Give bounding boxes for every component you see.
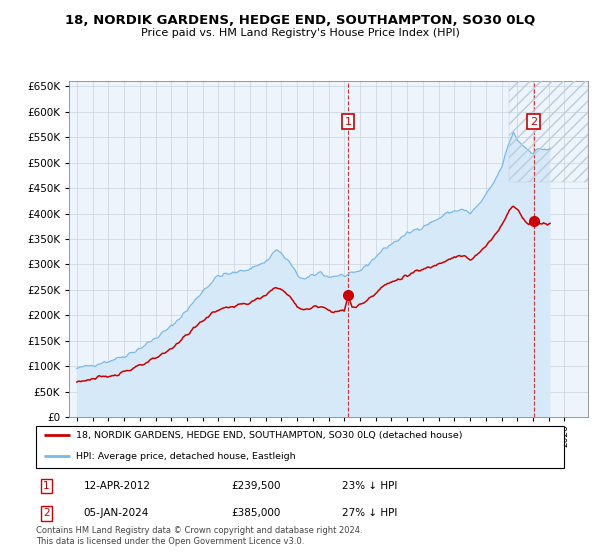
Text: HPI: Average price, detached house, Eastleigh: HPI: Average price, detached house, East… xyxy=(76,452,295,461)
Text: 05-JAN-2024: 05-JAN-2024 xyxy=(83,508,149,518)
Text: 18, NORDIK GARDENS, HEDGE END, SOUTHAMPTON, SO30 0LQ: 18, NORDIK GARDENS, HEDGE END, SOUTHAMPT… xyxy=(65,14,535,27)
Text: 18, NORDIK GARDENS, HEDGE END, SOUTHAMPTON, SO30 0LQ (detached house): 18, NORDIK GARDENS, HEDGE END, SOUTHAMPT… xyxy=(76,431,462,440)
Text: Contains HM Land Registry data © Crown copyright and database right 2024.
This d: Contains HM Land Registry data © Crown c… xyxy=(36,526,362,546)
Text: £239,500: £239,500 xyxy=(232,481,281,491)
Text: 27% ↓ HPI: 27% ↓ HPI xyxy=(342,508,398,518)
Text: 1: 1 xyxy=(43,481,50,491)
Text: 2: 2 xyxy=(530,116,538,127)
Text: 2: 2 xyxy=(43,508,50,518)
FancyBboxPatch shape xyxy=(36,426,564,468)
Text: 12-APR-2012: 12-APR-2012 xyxy=(83,481,151,491)
Text: Price paid vs. HM Land Registry's House Price Index (HPI): Price paid vs. HM Land Registry's House … xyxy=(140,28,460,38)
Text: £385,000: £385,000 xyxy=(232,508,281,518)
Text: 1: 1 xyxy=(344,116,352,127)
Text: 23% ↓ HPI: 23% ↓ HPI xyxy=(342,481,398,491)
